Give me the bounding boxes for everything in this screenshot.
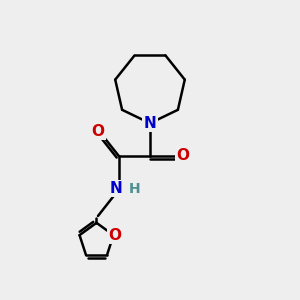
- Text: N: N: [110, 181, 123, 196]
- Text: N: N: [144, 116, 156, 131]
- Text: O: O: [108, 228, 122, 243]
- Text: O: O: [176, 148, 189, 164]
- Text: O: O: [92, 124, 104, 139]
- Text: H: H: [128, 182, 140, 196]
